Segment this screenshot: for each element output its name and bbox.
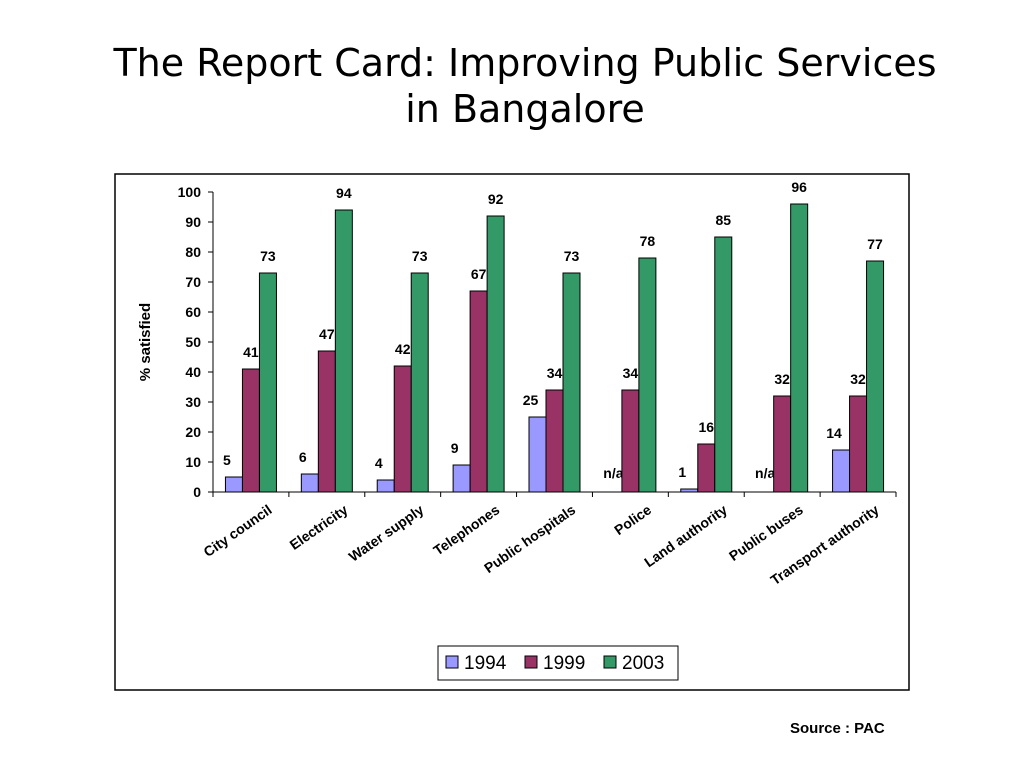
data-label-1994: 9 <box>451 440 459 456</box>
bar-2003 <box>486 215 505 493</box>
bar-1999 <box>621 389 640 493</box>
bar-2003 <box>258 272 277 493</box>
data-label-1999: 32 <box>774 371 790 387</box>
legend-swatch-2003 <box>603 655 617 669</box>
y-tick-label: 90 <box>185 214 201 230</box>
bar-2003 <box>638 257 657 493</box>
data-label-2003: 85 <box>715 212 731 228</box>
slide-title: The Report Card: Improving Public Servic… <box>60 40 990 132</box>
y-tick-label: 60 <box>185 304 201 320</box>
category-label: Telephones <box>430 501 502 558</box>
data-label-1994: n/a <box>603 465 623 481</box>
legend-label-1994: 1994 <box>464 653 507 674</box>
y-tick-label: 0 <box>193 484 201 500</box>
source-note: Source : PAC <box>790 720 885 737</box>
bar-2003 <box>714 236 733 493</box>
y-tick-label: 40 <box>185 364 201 380</box>
category-label: Police <box>611 501 654 538</box>
data-label-1994: n/a <box>755 465 775 481</box>
data-label-1999: 16 <box>698 419 714 435</box>
category-label: Public buses <box>726 501 806 564</box>
bar-2003 <box>866 260 885 493</box>
bar-1994 <box>452 464 471 493</box>
data-label-1999: 67 <box>471 266 487 282</box>
data-label-1994: 1 <box>678 464 686 480</box>
legend-swatch-1994 <box>445 655 459 669</box>
bar-1994 <box>680 488 699 493</box>
y-tick-label: 10 <box>185 454 201 470</box>
bar-1999 <box>545 389 564 493</box>
slide-title-line-2: in Bangalore <box>405 87 645 131</box>
data-label-1999: 34 <box>623 365 639 381</box>
data-label-1994: 25 <box>523 392 539 408</box>
bar-2003 <box>410 272 429 493</box>
bar-1994 <box>376 479 395 493</box>
category-label: Land authority <box>641 501 730 570</box>
data-label-1999: 47 <box>319 326 335 342</box>
y-tick-label: 30 <box>185 394 201 410</box>
bar-1999 <box>393 365 412 493</box>
bar-1999 <box>241 368 260 493</box>
data-label-1994: 6 <box>299 449 307 465</box>
data-label-2003: 73 <box>260 248 276 264</box>
legend-box <box>437 645 679 681</box>
legend-label-2003: 2003 <box>622 653 664 674</box>
bar-1999 <box>697 443 716 493</box>
bar-1999 <box>317 350 336 493</box>
bar-1999 <box>469 290 488 493</box>
bar-1994 <box>832 449 851 493</box>
category-label: City council <box>200 501 274 560</box>
y-tick-label: 50 <box>185 334 201 350</box>
data-label-2003: 94 <box>336 185 352 201</box>
data-label-1994: 5 <box>223 452 231 468</box>
data-label-2003: 73 <box>412 248 428 264</box>
category-label: Water supply <box>346 501 427 564</box>
data-label-2003: 78 <box>640 233 656 249</box>
y-tick-label: 20 <box>185 424 201 440</box>
y-tick-label: 70 <box>185 274 201 290</box>
bar-1999 <box>773 395 792 493</box>
chart-frame <box>114 173 910 691</box>
y-tick-label: 80 <box>185 244 201 260</box>
bar-2003 <box>790 203 809 493</box>
bar-1994 <box>528 416 547 493</box>
bar-1994 <box>224 476 243 493</box>
y-tick-label: 100 <box>178 184 202 200</box>
category-label: Electricity <box>287 501 351 553</box>
data-label-2003: 96 <box>791 179 807 195</box>
data-label-1999: 41 <box>243 344 259 360</box>
legend-label-1999: 1999 <box>543 653 585 674</box>
slide-title-line-1: The Report Card: Improving Public Servic… <box>113 41 937 85</box>
data-label-2003: 77 <box>867 236 883 252</box>
data-label-1994: 14 <box>826 425 842 441</box>
data-label-1994: 4 <box>375 455 383 471</box>
data-label-1999: 42 <box>395 341 411 357</box>
bar-1994 <box>300 473 319 493</box>
data-label-2003: 73 <box>564 248 580 264</box>
bar-2003 <box>562 272 581 493</box>
bar-2003 <box>334 209 353 493</box>
y-axis-label: % satisfied <box>137 303 154 381</box>
legend-swatch-1999 <box>524 655 538 669</box>
data-label-1999: 32 <box>850 371 866 387</box>
data-label-1999: 34 <box>547 365 563 381</box>
data-label-2003: 92 <box>488 191 504 207</box>
bar-1999 <box>849 395 868 493</box>
